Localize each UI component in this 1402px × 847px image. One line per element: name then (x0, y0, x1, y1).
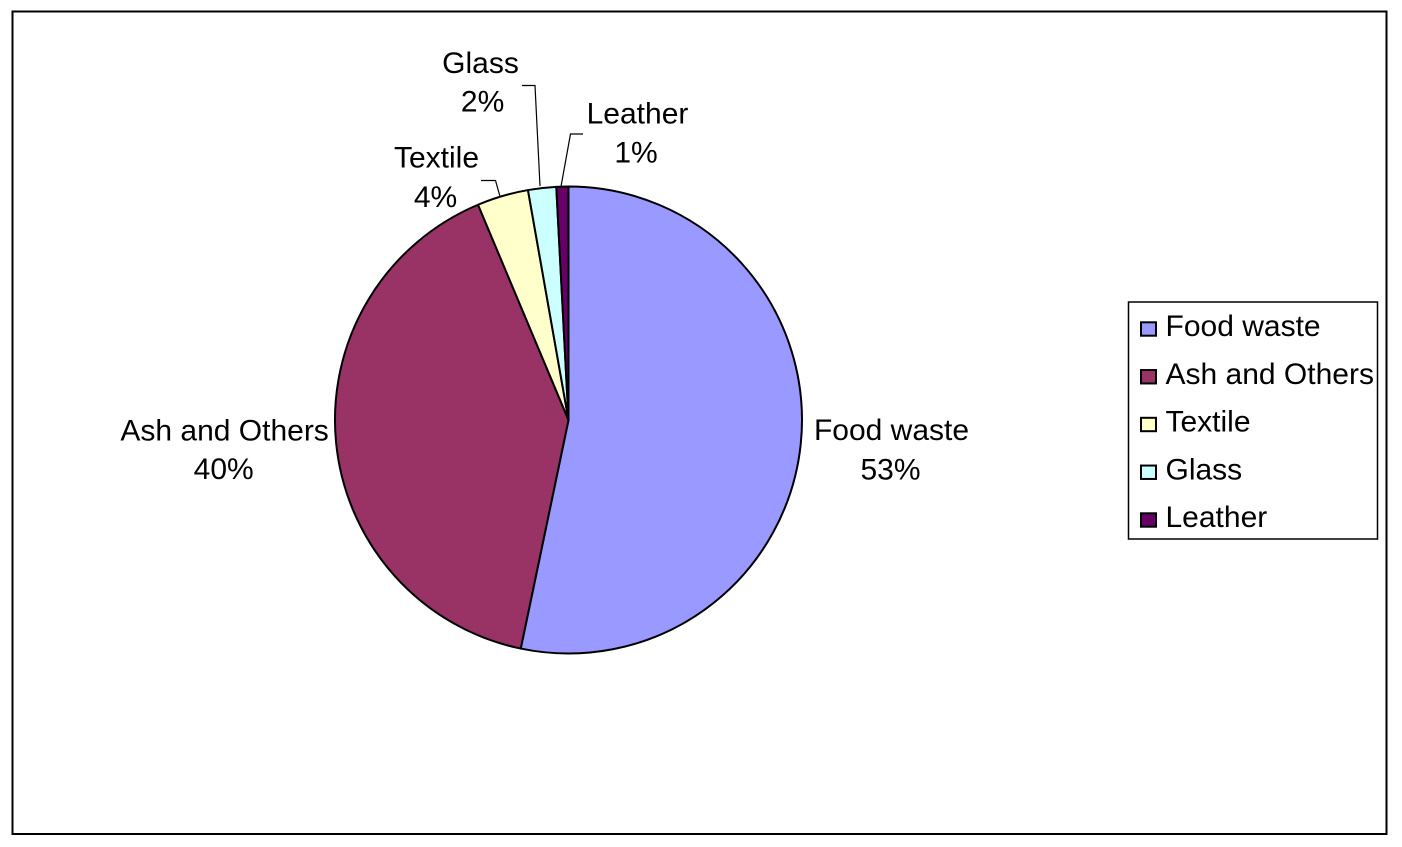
svg-text:53%: 53% (860, 453, 920, 486)
svg-text:Glass: Glass (1166, 453, 1243, 486)
svg-text:40%: 40% (194, 453, 254, 486)
svg-text:Food waste: Food waste (814, 414, 969, 447)
svg-text:Leather: Leather (1166, 501, 1268, 534)
svg-text:Ash and Others: Ash and Others (120, 415, 328, 448)
svg-text:Leather: Leather (587, 98, 689, 131)
svg-text:Textile: Textile (1166, 406, 1251, 439)
svg-text:1%: 1% (614, 136, 657, 169)
svg-text:Ash and Others: Ash and Others (1166, 358, 1374, 391)
svg-text:Textile: Textile (394, 142, 479, 175)
svg-text:2%: 2% (461, 86, 504, 119)
svg-text:4%: 4% (414, 181, 457, 214)
svg-text:Glass: Glass (442, 47, 519, 80)
svg-text:Food waste: Food waste (1166, 310, 1321, 343)
